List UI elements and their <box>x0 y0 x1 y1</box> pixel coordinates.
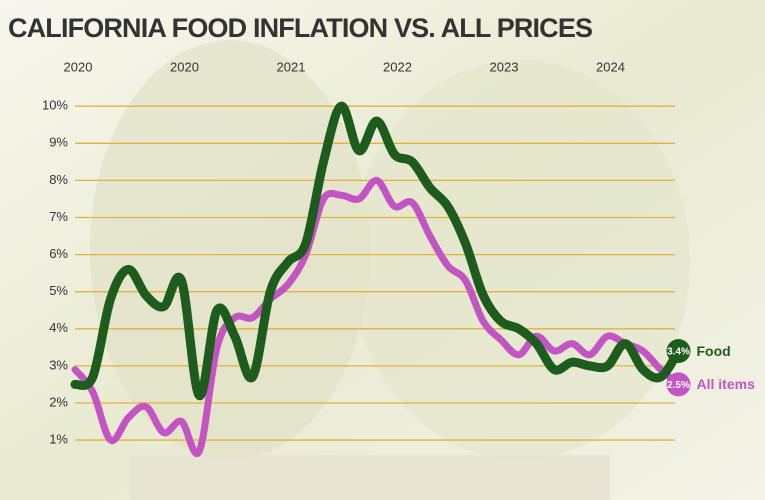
end-label: 2.5% <box>667 380 690 391</box>
y-tick-label: 9% <box>49 135 68 150</box>
y-tick-label: 8% <box>49 172 68 187</box>
legend-label: All items <box>697 376 756 392</box>
y-tick-label: 7% <box>49 209 68 224</box>
y-tick-label: 1% <box>49 432 68 447</box>
y-tick-label: 2% <box>49 394 68 409</box>
end-label: 3.4% <box>667 347 690 358</box>
x-tick-label: 2022 <box>383 59 412 74</box>
x-tick-label: 2024 <box>596 59 625 74</box>
bg-shape <box>130 455 610 500</box>
x-tick-label: 2020 <box>170 59 199 74</box>
x-tick-label: 2020 <box>64 59 93 74</box>
y-tick-label: 3% <box>49 357 68 372</box>
y-tick-label: 5% <box>49 283 68 298</box>
end-marker <box>666 372 691 397</box>
bg-shape <box>90 40 370 460</box>
end-marker <box>666 339 691 364</box>
y-tick-label: 6% <box>49 246 68 261</box>
chart-title: CALIFORNIA FOOD INFLATION VS. ALL PRICES <box>8 13 593 43</box>
x-tick-label: 2021 <box>277 59 306 74</box>
y-tick-label: 4% <box>49 320 68 335</box>
legend-label: Food <box>697 343 731 359</box>
series-line <box>71 176 682 458</box>
bg-shape <box>350 60 690 460</box>
series-line <box>70 101 683 401</box>
y-tick-label: 10% <box>42 98 68 113</box>
x-tick-label: 2023 <box>490 59 519 74</box>
